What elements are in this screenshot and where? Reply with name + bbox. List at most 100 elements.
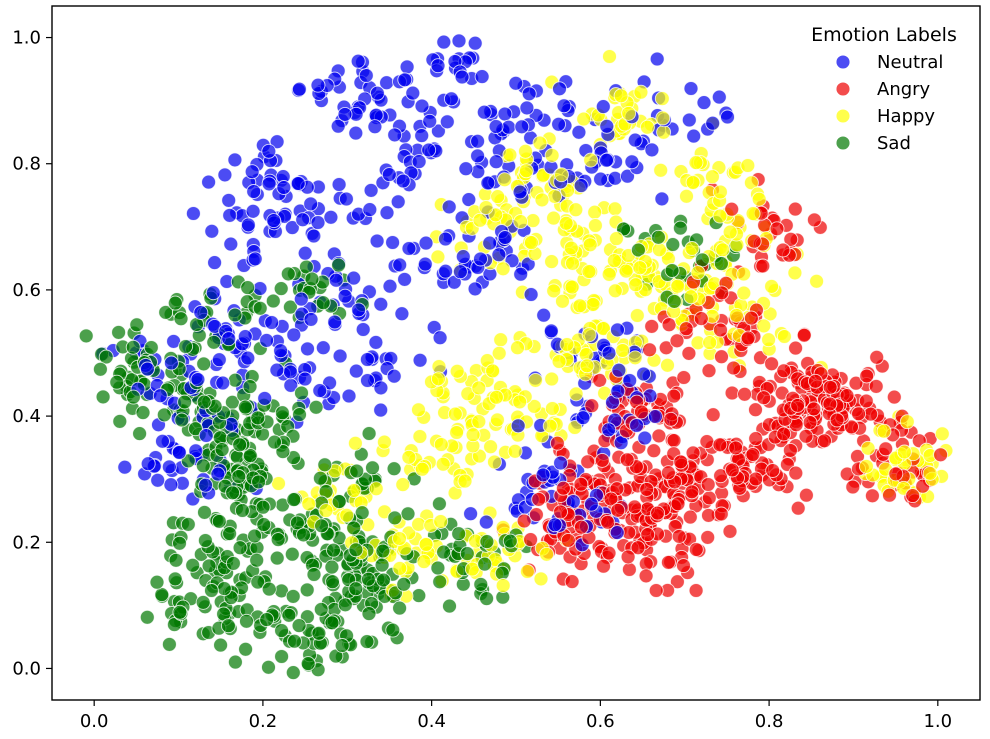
point-happy: [301, 496, 317, 512]
point-neutral: [222, 207, 238, 223]
point-neutral: [451, 33, 467, 49]
point-sad: [479, 591, 495, 607]
point-neutral: [227, 152, 243, 168]
point-happy: [318, 503, 334, 519]
point-neutral: [198, 477, 214, 493]
point-sad: [261, 581, 277, 597]
point-angry: [553, 504, 568, 520]
point-happy: [787, 265, 803, 281]
point-happy: [858, 458, 874, 474]
point-neutral: [373, 402, 389, 418]
point-sad: [291, 618, 307, 634]
point-neutral: [221, 192, 237, 208]
point-neutral: [454, 69, 470, 85]
point-happy: [601, 266, 617, 282]
point-neutral: [627, 132, 643, 148]
point-neutral: [583, 496, 599, 512]
point-angry: [748, 471, 764, 487]
point-neutral: [497, 230, 513, 245]
point-happy: [583, 152, 599, 168]
point-happy: [587, 218, 603, 233]
point-sad: [314, 518, 330, 534]
x-tick-label: 0.4: [417, 711, 446, 732]
point-sad: [274, 623, 290, 639]
point-happy: [688, 155, 704, 171]
point-happy: [651, 242, 667, 258]
point-sad: [666, 293, 682, 309]
point-happy: [544, 254, 560, 270]
point-happy: [392, 531, 407, 546]
point-angry: [796, 327, 812, 343]
point-happy: [551, 354, 567, 369]
point-angry: [676, 370, 692, 385]
point-angry: [806, 401, 822, 417]
point-happy: [395, 477, 411, 493]
point-neutral: [261, 143, 277, 159]
point-happy: [542, 418, 558, 434]
point-neutral: [681, 112, 697, 128]
point-angry: [573, 519, 589, 535]
point-sad: [188, 421, 203, 437]
point-neutral: [599, 118, 615, 134]
point-happy: [934, 426, 950, 442]
point-sad: [259, 612, 275, 628]
point-neutral: [551, 116, 567, 132]
point-sad: [281, 607, 297, 623]
point-sad: [197, 533, 213, 548]
point-sad: [296, 527, 311, 543]
point-happy: [487, 454, 502, 470]
point-neutral: [470, 148, 486, 164]
point-happy: [585, 296, 601, 312]
point-sad: [204, 583, 219, 598]
point-sad: [185, 557, 201, 573]
point-sad: [168, 552, 184, 568]
point-angry: [701, 363, 717, 379]
point-happy: [457, 473, 473, 489]
y-tick-label: 0.0: [12, 658, 41, 679]
y-tick-label: 0.4: [12, 406, 41, 427]
point-happy: [896, 444, 912, 460]
point-happy: [546, 283, 562, 299]
point-neutral: [611, 362, 627, 378]
point-neutral: [261, 176, 277, 192]
point-neutral: [476, 104, 492, 120]
y-tick-label: 1.0: [12, 28, 41, 49]
point-neutral: [397, 271, 413, 287]
point-angry: [746, 233, 762, 249]
point-sad: [238, 641, 254, 657]
point-neutral: [711, 89, 727, 105]
point-neutral: [351, 302, 367, 318]
point-neutral: [543, 323, 559, 339]
point-neutral: [185, 206, 201, 221]
point-angry: [693, 311, 709, 327]
point-sad: [359, 634, 375, 650]
point-neutral: [422, 113, 438, 129]
data-points: [78, 33, 954, 681]
point-sad: [354, 505, 370, 521]
point-neutral: [519, 100, 535, 116]
point-sad: [294, 385, 309, 401]
point-sad: [331, 494, 347, 510]
point-sad: [694, 252, 710, 268]
point-neutral: [171, 445, 187, 460]
point-sad: [308, 399, 324, 415]
point-happy: [418, 537, 434, 552]
point-neutral: [556, 98, 572, 114]
legend-label-happy: Happy: [877, 106, 935, 127]
point-neutral: [244, 164, 260, 180]
point-sad: [502, 533, 518, 549]
point-sad: [213, 637, 229, 653]
point-angry: [627, 499, 643, 515]
point-angry: [765, 463, 781, 478]
point-happy: [433, 437, 449, 452]
point-sad: [273, 281, 289, 297]
point-angry: [596, 558, 611, 574]
legend-marker-angry: [835, 81, 851, 97]
y-tick-label: 0.2: [12, 532, 41, 553]
point-angry: [682, 509, 698, 525]
point-neutral: [610, 383, 626, 399]
point-angry: [564, 574, 580, 590]
point-neutral: [348, 363, 364, 379]
point-sad: [196, 356, 212, 372]
point-angry: [688, 542, 704, 557]
